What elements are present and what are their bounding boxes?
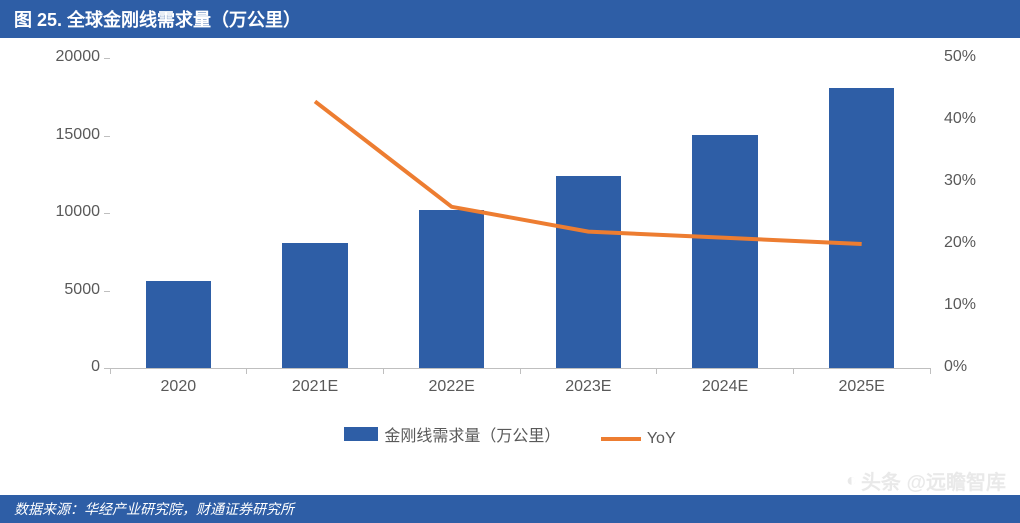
x-tick: [930, 368, 931, 374]
yoy-line: [315, 101, 862, 244]
legend-swatch-bar: [344, 427, 378, 441]
x-tick: [520, 368, 521, 374]
legend-item-line: YoY: [601, 430, 676, 448]
watermark-icon: ◐: [846, 470, 857, 491]
legend-bar-label: 金刚线需求量（万公里）: [384, 422, 560, 446]
y-right-label: 20%: [944, 234, 976, 252]
y-right-label: 30%: [944, 172, 976, 190]
y-right-label: 50%: [944, 48, 976, 66]
y-right-label: 10%: [944, 296, 976, 314]
y-left-label: 15000: [20, 126, 100, 144]
y-left-label: 10000: [20, 203, 100, 221]
legend-item-bar: 金刚线需求量（万公里）: [344, 422, 560, 446]
x-tick: [246, 368, 247, 374]
x-category-label: 2021E: [292, 378, 338, 396]
x-tick: [383, 368, 384, 374]
x-tick: [110, 368, 111, 374]
watermark: ◐ 头条 @远瞻智库: [846, 466, 1006, 495]
footer: 数据来源：华经产业研究院，财通证券研究所: [0, 495, 1020, 523]
x-category-label: 2022E: [429, 378, 475, 396]
x-tick: [793, 368, 794, 374]
x-tick: [656, 368, 657, 374]
source-text: 数据来源：华经产业研究院，财通证券研究所: [14, 501, 294, 517]
watermark-text: 头条 @远瞻智库: [861, 466, 1006, 495]
x-category-label: 2023E: [565, 378, 611, 396]
chart-area: 金刚线需求量（万公里） YoY 0 5000 10000 15000 20000 0% 10…: [0, 38, 1020, 448]
x-category-label: 2025E: [839, 378, 885, 396]
y-left-label: 0: [20, 358, 100, 376]
legend-swatch-line: [601, 437, 641, 441]
chart-title: 图 25. 全球金刚线需求量（万公里）: [14, 10, 301, 30]
x-category-label: 2024E: [702, 378, 748, 396]
legend-line-label: YoY: [647, 430, 676, 448]
chart-title-bar: 图 25. 全球金刚线需求量（万公里）: [0, 0, 1020, 38]
y-left-label: 20000: [20, 48, 100, 66]
legend: 金刚线需求量（万公里） YoY: [0, 422, 1020, 448]
line-layer: [110, 58, 930, 368]
source-bar: 数据来源：华经产业研究院，财通证券研究所: [0, 495, 1020, 523]
x-category-label: 2020: [161, 378, 197, 396]
y-left-label: 5000: [20, 281, 100, 299]
plot-region: [110, 58, 930, 368]
y-right-label: 40%: [944, 110, 976, 128]
y-right-label: 0%: [944, 358, 967, 376]
